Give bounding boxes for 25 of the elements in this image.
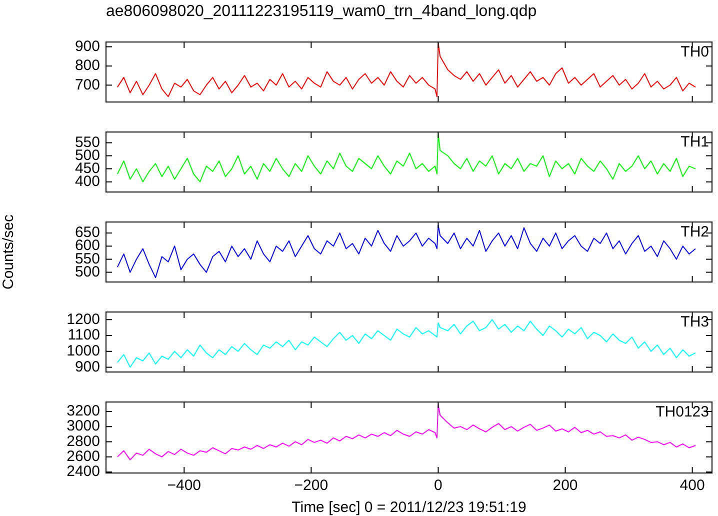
y-tick-label: 3200 (66, 402, 100, 420)
x-axis-title: Time [sec] 0 = 2011/12/23 19:51:19 (292, 499, 526, 516)
y-tick-label: 1000 (66, 342, 100, 360)
x-tick-label: 200 (552, 477, 578, 494)
y-tick-label: 800 (74, 57, 100, 74)
x-tick-label: −200 (294, 477, 328, 494)
y-tick-label: 700 (74, 76, 100, 94)
x-tick-label: 400 (680, 477, 705, 494)
series-label: TH0123 (656, 404, 709, 421)
y-tick-label: 1200 (66, 310, 100, 328)
y-tick-label: 2800 (66, 432, 100, 450)
series-label: TH2 (680, 224, 709, 241)
chart-title: ae806098020_20111223195119_wam0_trn_4band_long.qdp (105, 2, 538, 22)
y-tick-label: 1100 (68, 326, 100, 344)
y-tick-label: 900 (74, 358, 100, 376)
y-tick-label: 3000 (66, 418, 100, 435)
y-tick-label: 2600 (66, 448, 100, 465)
series-label: TH3 (680, 314, 709, 331)
y-tick-label: 900 (74, 38, 100, 55)
x-tick-label: 0 (434, 477, 442, 494)
series-label: TH1 (680, 134, 709, 151)
y-axis-title: Counts/sec (0, 214, 18, 290)
x-tick-label: −400 (167, 477, 202, 494)
y-tick-label: 2400 (66, 463, 100, 480)
series-label: TH0 (680, 44, 709, 61)
